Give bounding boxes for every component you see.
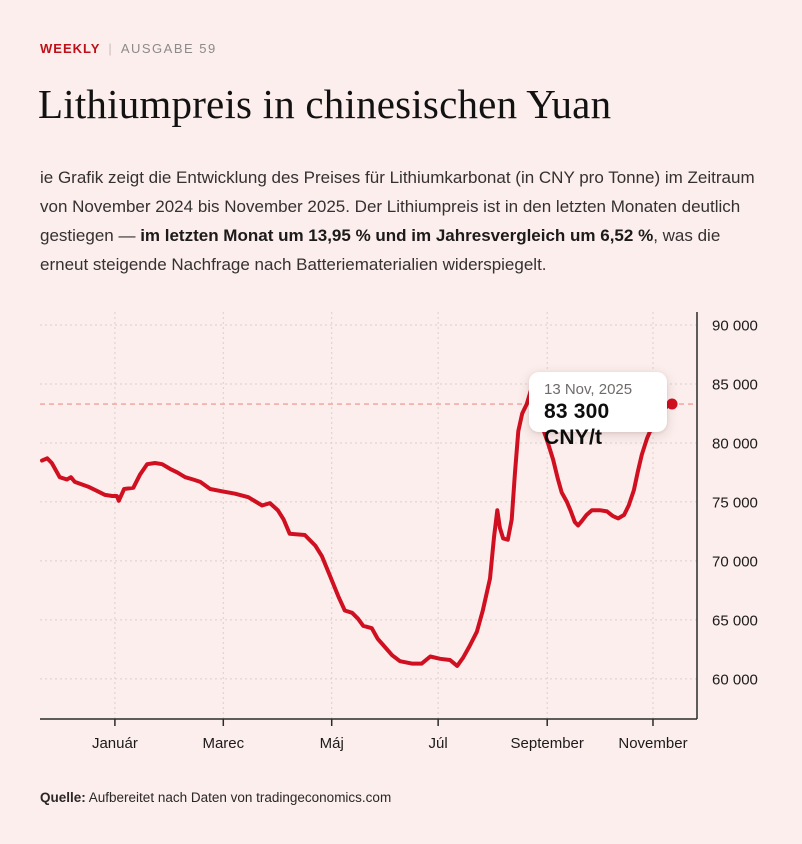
intro-paragraph: ie Grafik zeigt die Entwicklung des Prei… xyxy=(40,163,766,279)
chart-canvas[interactable]: 90 000 85 000 80 000 75 000 70 000 65 000 60 0… xyxy=(0,310,802,770)
intro-tail: , was die erneut steigende Nachfrage nac… xyxy=(40,226,721,274)
issue-label: AUSGABE 59 xyxy=(120,41,217,56)
page-title: Lithiumpreis in chinesischen Yuan xyxy=(38,81,612,127)
tooltip-date: 13 Nov, 2025 xyxy=(544,381,633,398)
chart-tooltip: 13 Nov, 2025 83 300 CNY/t xyxy=(529,372,667,449)
y-axis-label-60000: 60 000 xyxy=(712,671,758,688)
source-line: Quelle: Aufbereitet nach Daten von tradi… xyxy=(40,790,391,805)
x-axis-label-Máj: Máj xyxy=(320,735,344,752)
brand-label: WEEKLY xyxy=(40,41,101,56)
y-axis-label-65000: 65 000 xyxy=(712,612,758,629)
x-axis-label-Júl: Júl xyxy=(429,735,448,752)
price-chart[interactable]: 90 000 85 000 80 000 75 000 70 000 65 000 60 0… xyxy=(0,310,802,770)
eyebrow: WEEKLY | AUSGABE 59 xyxy=(40,41,217,56)
price-line[interactable] xyxy=(40,374,674,668)
x-axis-label-September: September xyxy=(511,735,584,752)
y-axis-label-75000: 75 000 xyxy=(712,494,758,511)
y-axis-label-85000: 85 000 xyxy=(712,376,758,393)
y-axis-label-90000: 90 000 xyxy=(712,317,758,334)
y-axis-label-80000: 80 000 xyxy=(712,435,758,452)
tooltip-value: 83 300 CNY/t xyxy=(544,400,610,449)
source-text: Aufbereitet nach Daten von tradingeconom… xyxy=(85,790,392,805)
source-label: Quelle: xyxy=(40,790,86,805)
x-axis-label-November: November xyxy=(618,735,687,752)
x-axis-label-Január: Január xyxy=(92,735,138,752)
y-axis-label-70000: 70 000 xyxy=(712,553,758,570)
eyebrow-separator: | xyxy=(108,41,113,56)
x-axis-label-Marec: Marec xyxy=(202,735,244,752)
intro-highlight: im letzten Monat um 13,95 % und im Jahre… xyxy=(140,226,654,245)
last-point-marker xyxy=(666,398,678,410)
intro-lead: ie Grafik zeigt die Entwicklung des Prei… xyxy=(40,168,755,245)
